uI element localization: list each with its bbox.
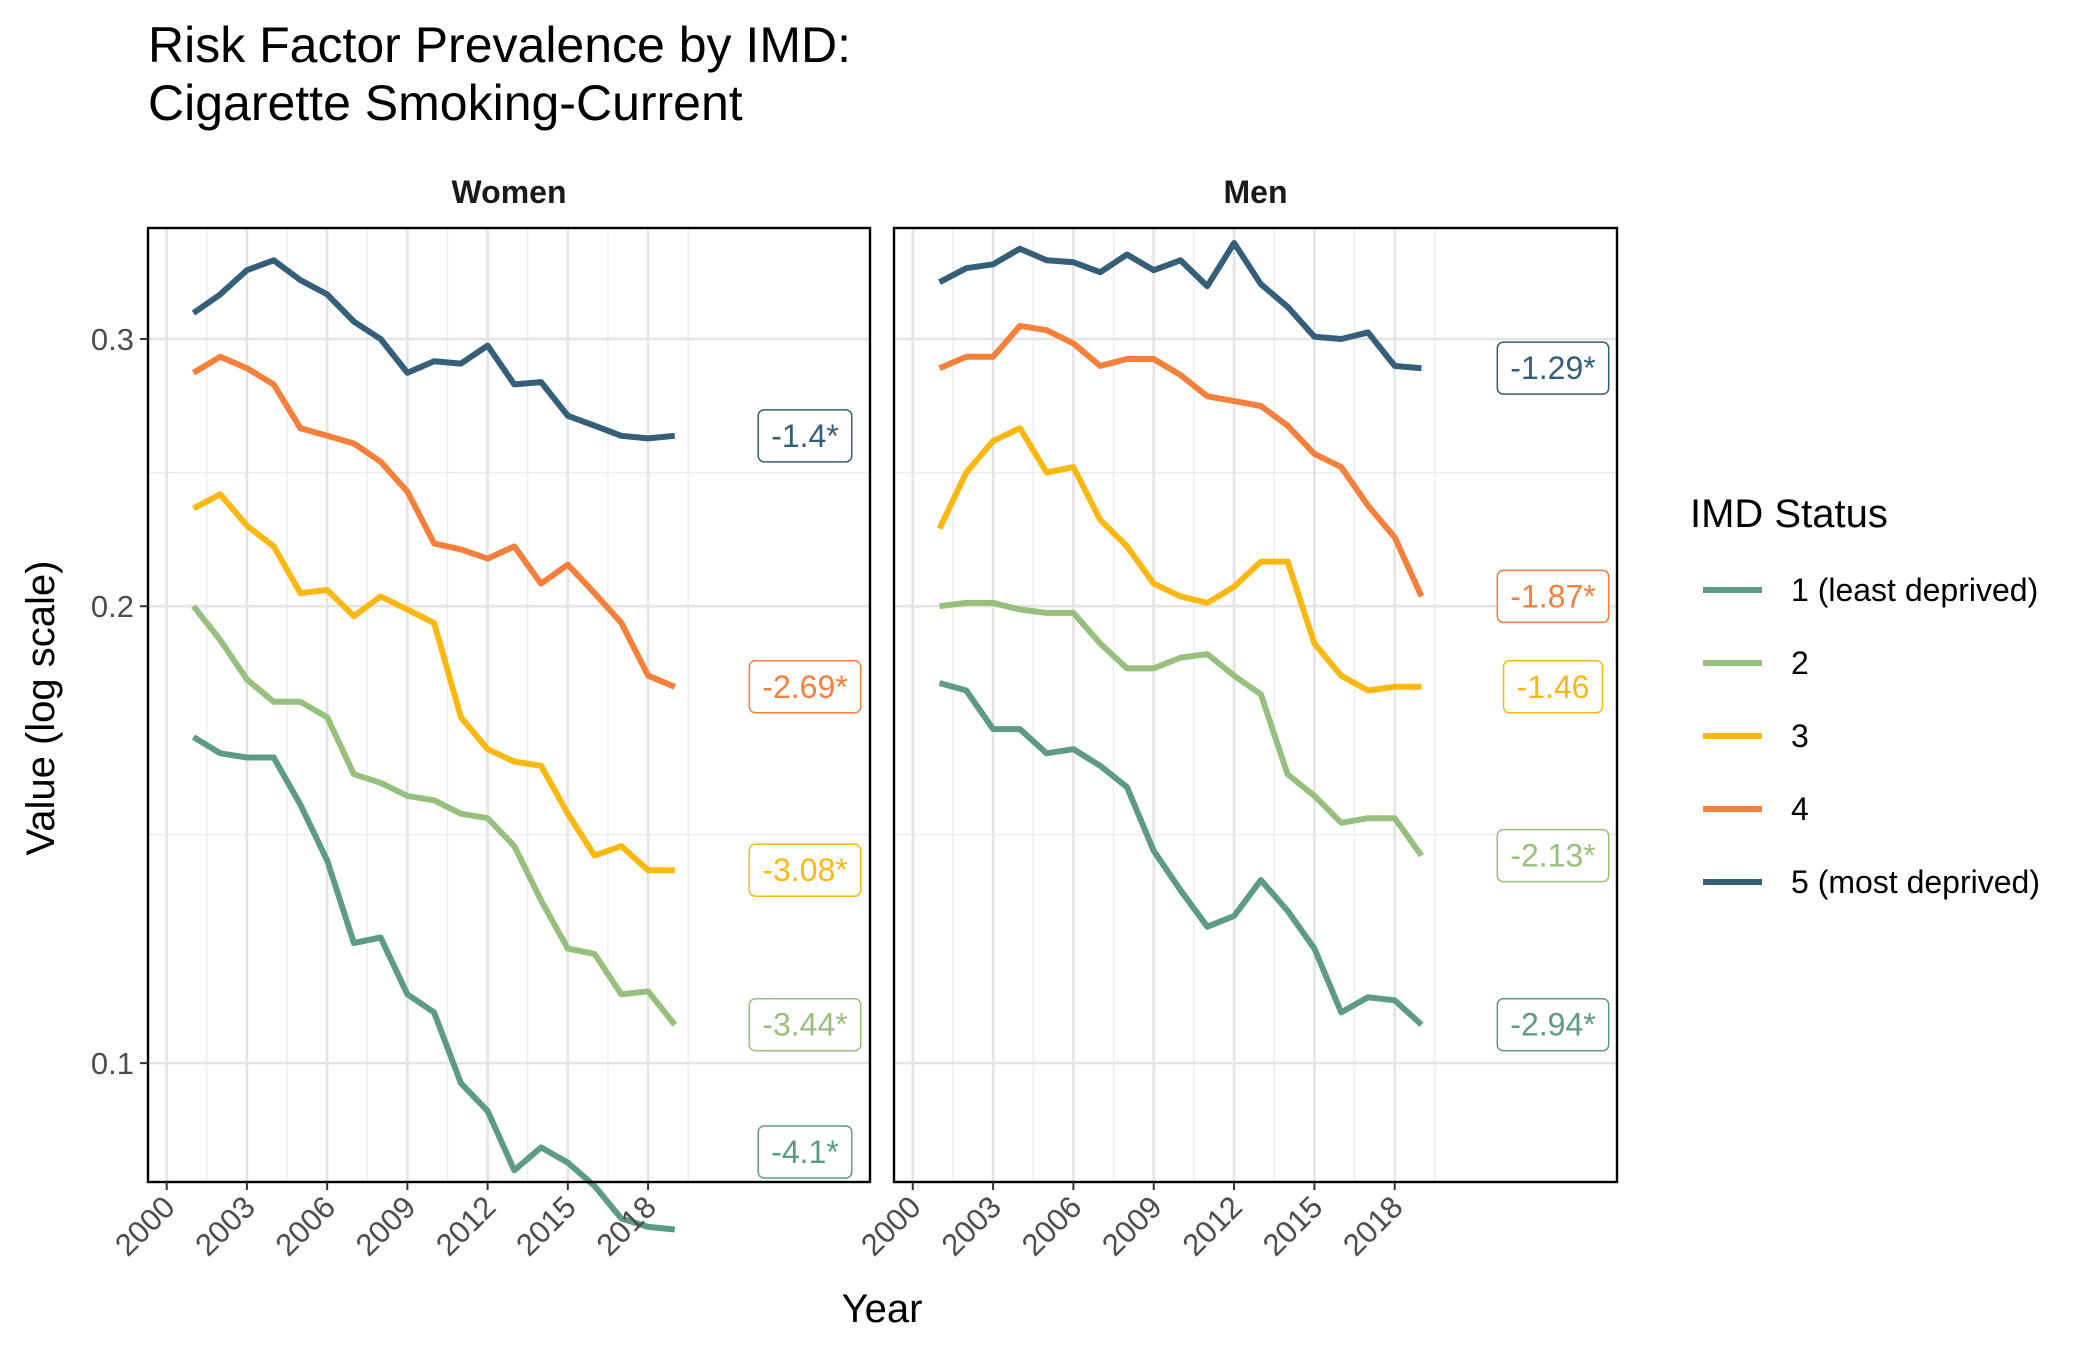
end-label-box xyxy=(1496,828,1610,883)
plot-area: Women-4.1*-3.44*-3.08*-2.69*-1.4*2000 200… xyxy=(91,174,1619,1263)
legend-item-3: 3 xyxy=(1703,718,1809,754)
x-tick-label: 2018 xyxy=(1336,1189,1410,1263)
legend-title: IMD Status xyxy=(1690,492,1888,536)
end-label-text: -1.46 xyxy=(1517,669,1590,705)
end-label-text: -1.29* xyxy=(1510,350,1595,386)
end-label-men-2: -2.13* xyxy=(1496,828,1610,883)
legend-label: 1 (least deprived) xyxy=(1791,572,2038,608)
series-line-men-3 xyxy=(936,425,1422,694)
end-label-women-3: -3.08* xyxy=(748,843,862,897)
x-tick-label: 2012 xyxy=(1176,1189,1250,1263)
end-label-text: -1.4* xyxy=(771,418,839,454)
legend-label: 5 (most deprived) xyxy=(1791,864,2040,900)
x-tick-label: 2015 xyxy=(1256,1189,1330,1263)
end-label-box xyxy=(1496,569,1610,624)
end-label-women-4: -2.69* xyxy=(748,660,862,714)
end-label-text: -4.1* xyxy=(771,1134,839,1170)
end-label-text: -3.08* xyxy=(762,852,847,888)
panel-border xyxy=(146,226,872,1184)
end-label-text: -2.13* xyxy=(1510,838,1595,874)
y-tick-label: 0.2 xyxy=(91,589,134,624)
series-line-women-2 xyxy=(191,604,678,1027)
x-tick-label: 2003 xyxy=(188,1189,262,1263)
x-tick-label: 2009 xyxy=(349,1189,423,1263)
end-label-box xyxy=(1496,997,1610,1052)
y-tick-label: 0.3 xyxy=(91,322,134,357)
end-label-text: -3.44* xyxy=(762,1007,847,1043)
series-line-women-5 xyxy=(191,257,676,442)
x-tick-label: 2012 xyxy=(429,1189,503,1263)
end-label-box xyxy=(748,997,862,1052)
panel-men: Men -2.94* -2.13* -1.46 -1.87* -1.29* 2000 2003… xyxy=(854,174,1619,1263)
end-label-men-4: -1.87* xyxy=(1496,569,1610,624)
x-tick-label: 2006 xyxy=(269,1189,343,1263)
legend-item-1: 1 (least deprived) xyxy=(1703,572,2038,608)
end-label-men-1: -2.94* xyxy=(1496,997,1610,1052)
legend-item-2: 2 xyxy=(1703,645,1809,681)
end-label-box xyxy=(757,1125,853,1179)
end-label-text: -1.87* xyxy=(1510,578,1595,614)
x-tick-label: 2003 xyxy=(935,1189,1009,1263)
legend-item-4: 4 xyxy=(1703,791,1809,827)
series-line-women-1 xyxy=(191,734,676,1233)
end-label-text: -2.69* xyxy=(762,669,847,705)
legend: IMD Status 1 (least deprived) 2 3 4 5 (most … xyxy=(1690,492,2040,900)
series-line-men-4 xyxy=(938,322,1425,598)
x-axis-title: Year xyxy=(842,1287,923,1331)
end-label-box xyxy=(1496,341,1610,395)
x-tick-label: 2000 xyxy=(854,1189,928,1263)
x-tick-label: 2000 xyxy=(108,1189,182,1263)
end-label-women-1: -4.1* xyxy=(757,1125,853,1179)
series-line-men-1 xyxy=(938,680,1424,1027)
series-line-women-4 xyxy=(191,353,676,690)
y-tick-label: 0.1 xyxy=(91,1046,134,1081)
legend-item-5: 5 (most deprived) xyxy=(1703,864,2040,900)
chart-title-line1: Risk Factor Prevalence by IMD: xyxy=(148,17,851,73)
panel-title-men: Men xyxy=(1224,174,1288,210)
panel-border xyxy=(892,226,1619,1184)
x-tick-label: 2006 xyxy=(1015,1189,1089,1263)
end-label-box xyxy=(1502,660,1604,714)
chart-title-line2: Cigarette Smoking-Current xyxy=(148,75,743,131)
end-label-men-5: -1.29* xyxy=(1496,341,1610,395)
end-label-box xyxy=(757,409,853,463)
legend-label: 3 xyxy=(1791,718,1809,754)
series-line-women-3 xyxy=(192,491,675,874)
end-label-women-5: -1.4* xyxy=(757,409,853,463)
end-label-women-2: -3.44* xyxy=(748,997,862,1052)
y-axis-title: Value (log scale) xyxy=(19,561,63,856)
panel-background xyxy=(894,228,1617,1182)
x-tick-label: 2009 xyxy=(1095,1189,1169,1263)
legend-label: 2 xyxy=(1791,645,1809,681)
end-label-men-3: -1.46 xyxy=(1502,660,1604,714)
legend-label: 4 xyxy=(1791,791,1809,827)
panel-women: Women-4.1*-3.44*-3.08*-2.69*-1.4*2000 200… xyxy=(91,174,872,1263)
end-label-box xyxy=(748,843,862,897)
series-line-men-5 xyxy=(938,240,1422,372)
end-label-box xyxy=(748,660,862,714)
panel-title-women: Women xyxy=(452,174,567,210)
x-tick-label: 2015 xyxy=(509,1189,583,1263)
end-label-text: -2.94* xyxy=(1510,1007,1595,1043)
series-line-men-2 xyxy=(939,599,1424,858)
